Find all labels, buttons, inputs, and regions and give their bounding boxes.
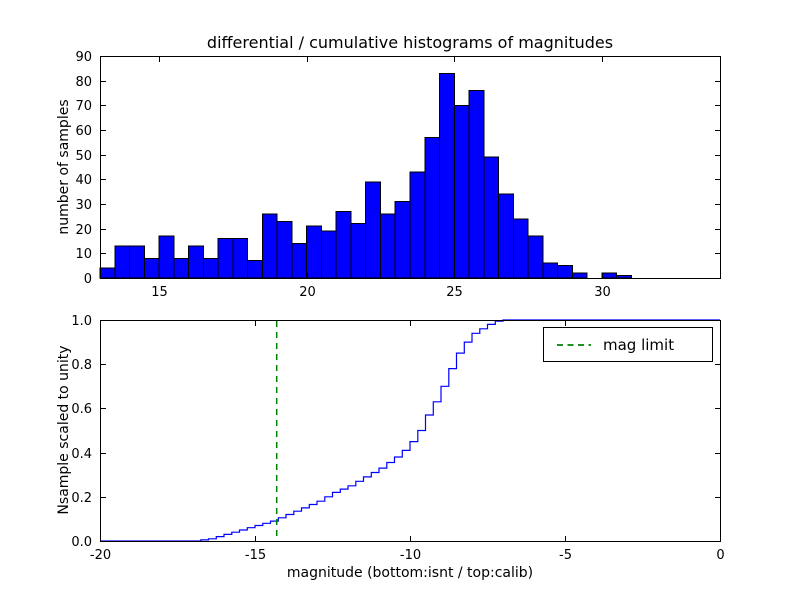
histogram-bar <box>542 262 559 279</box>
histogram-bar <box>276 220 293 279</box>
legend-box: mag limit <box>543 327 713 362</box>
legend-label: mag limit <box>603 335 675 354</box>
histogram-bar <box>291 243 308 279</box>
chart-title: differential / cumulative histograms of … <box>206 33 614 52</box>
histogram-bar <box>202 257 219 279</box>
histogram-bar <box>439 72 455 279</box>
y-tick-label: 80 <box>75 75 92 90</box>
y-tick-label: 0.8 <box>71 358 92 373</box>
bottom-y-axis-label: Nsample scaled to unity <box>56 345 72 515</box>
y-tick-label: 60 <box>75 124 92 139</box>
y-tick-label: 0.2 <box>71 491 92 506</box>
histogram-bar <box>409 171 426 279</box>
y-tick-label: 20 <box>75 223 92 238</box>
histogram-bar <box>320 230 337 279</box>
histogram-bar <box>158 235 175 279</box>
y-tick-label: 70 <box>75 99 92 114</box>
x-tick-label: 0 <box>716 548 724 563</box>
histogram-bar <box>173 257 190 279</box>
legend-dashed-line-icon <box>557 343 591 346</box>
y-tick-label: 1.0 <box>71 314 92 329</box>
y-tick-label: 0.4 <box>71 447 92 462</box>
histogram-bar <box>394 201 411 279</box>
histogram-bar <box>99 267 116 279</box>
histogram-bar <box>498 193 514 279</box>
histogram-bar <box>483 156 500 279</box>
histogram-bar <box>232 238 249 279</box>
histogram-bar <box>350 223 367 279</box>
x-tick-label: 30 <box>594 285 611 300</box>
histogram-bar <box>380 213 396 279</box>
top-y-axis-label: number of samples <box>56 99 72 235</box>
histogram-bar <box>453 104 470 279</box>
x-tick-label: 20 <box>299 285 316 300</box>
histogram-bar <box>306 225 323 279</box>
y-tick-label: 30 <box>75 198 92 213</box>
histogram-bar <box>512 218 529 279</box>
y-tick-label: 10 <box>75 247 92 262</box>
histogram-bar <box>527 235 544 279</box>
histogram-bar <box>365 181 382 279</box>
y-tick-label: 0.0 <box>71 535 92 550</box>
y-tick-label: 40 <box>75 173 92 188</box>
histogram-bar <box>557 265 573 279</box>
x-tick-label: 25 <box>446 285 463 300</box>
x-tick-label: -5 <box>559 548 572 563</box>
axes-frame <box>100 56 721 279</box>
y-tick-label: 0 <box>84 272 92 287</box>
histogram-bar <box>424 136 441 279</box>
histogram-bar <box>129 245 145 279</box>
histogram-bar <box>143 257 160 279</box>
x-axis-label: magnitude (bottom:isnt / top:calib) <box>286 565 534 581</box>
cumulative-step-line <box>100 319 720 542</box>
histogram-bar <box>247 260 263 279</box>
histogram-bar <box>616 275 633 279</box>
histogram-bar <box>261 213 278 279</box>
histogram-bar <box>217 238 234 279</box>
y-tick-label: 0.6 <box>71 402 92 417</box>
x-tick-label: -10 <box>400 548 421 563</box>
histogram-bar <box>571 272 588 279</box>
axes-frame <box>100 320 721 542</box>
x-tick-label: -20 <box>90 548 111 563</box>
histogram-bar <box>114 245 131 279</box>
histogram-bar <box>601 272 618 279</box>
histogram-bar <box>335 210 352 279</box>
y-tick-label: 90 <box>75 50 92 65</box>
histogram-bar <box>188 245 204 279</box>
x-tick-label: -15 <box>245 548 266 563</box>
y-tick-label: 50 <box>75 149 92 164</box>
x-tick-label: 15 <box>151 285 168 300</box>
histogram-bar <box>468 90 485 279</box>
